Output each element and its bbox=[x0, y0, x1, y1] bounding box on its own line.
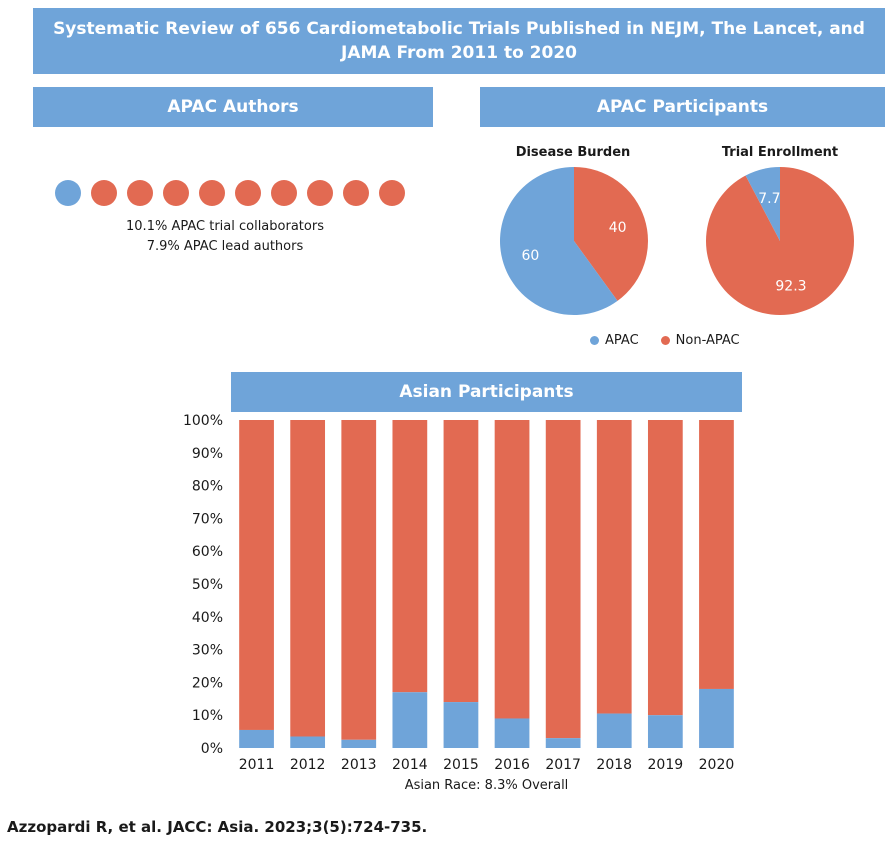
trial-enrollment-pie: 92.3 7.7 bbox=[706, 167, 854, 315]
x-axis-footer: Asian Race: 8.3% Overall bbox=[405, 778, 569, 793]
bar-asian bbox=[699, 688, 734, 748]
bar-non-asian bbox=[647, 420, 683, 716]
y-tick-label: 0% bbox=[201, 741, 223, 757]
non-apac-author-dot bbox=[91, 180, 117, 206]
x-tick-label: 2017 bbox=[545, 757, 581, 773]
bar-non-asian bbox=[239, 420, 274, 730]
bar-asian bbox=[494, 718, 530, 748]
y-tick-label: 90% bbox=[192, 446, 223, 462]
pie-slice-non-apac bbox=[574, 167, 648, 301]
x-tick-label: 2014 bbox=[392, 757, 428, 773]
bar-asian bbox=[290, 736, 326, 748]
lead-authors-text: 7.9% APAC lead authors bbox=[146, 239, 304, 254]
bar-non-asian bbox=[290, 420, 326, 737]
bar-non-asian bbox=[494, 420, 530, 719]
pie-legend: APAC Non-APAC bbox=[590, 333, 740, 348]
non-apac-author-dot bbox=[379, 180, 405, 206]
pie-label-non-apac: 92.3 bbox=[775, 279, 806, 295]
bar-non-asian bbox=[341, 420, 377, 740]
x-tick-label: 2018 bbox=[596, 757, 632, 773]
non-apac-author-dot bbox=[127, 180, 153, 206]
bar-non-asian bbox=[545, 420, 581, 739]
x-tick-label: 2016 bbox=[494, 757, 530, 773]
non-apac-author-dot bbox=[199, 180, 225, 206]
y-tick-label: 80% bbox=[192, 479, 223, 495]
x-tick-label: 2012 bbox=[290, 757, 326, 773]
title-line-2: JAMA From 2011 to 2020 bbox=[341, 43, 577, 63]
x-tick-label: 2013 bbox=[341, 757, 377, 773]
pie-slice-apac bbox=[500, 167, 618, 315]
citation: Azzopardi R, et al. JACC: Asia. 2023;3(5… bbox=[7, 818, 428, 836]
asian-participants-banner: Asian Participants bbox=[231, 372, 742, 412]
non-apac-author-dot bbox=[343, 180, 369, 206]
pie-title-trial-enrollment: Trial Enrollment bbox=[721, 145, 839, 160]
bar-non-asian bbox=[443, 420, 479, 703]
bar-asian bbox=[545, 738, 581, 748]
non-apac-author-dot bbox=[307, 180, 333, 206]
bar-non-asian bbox=[699, 420, 734, 689]
x-tick-label: 2019 bbox=[648, 757, 684, 773]
y-tick-label: 70% bbox=[192, 511, 223, 527]
legend-apac-swatch bbox=[590, 336, 599, 345]
non-apac-author-dot bbox=[271, 180, 297, 206]
y-tick-label: 60% bbox=[192, 544, 223, 560]
y-tick-label: 10% bbox=[192, 708, 223, 724]
title-banner: Systematic Review of 656 Cardiometabolic… bbox=[33, 8, 885, 74]
pie-title-disease-burden: Disease Burden bbox=[515, 145, 631, 160]
y-tick-label: 40% bbox=[192, 610, 223, 626]
legend-apac-label: APAC bbox=[605, 333, 639, 348]
pie-label-apac: 7.7 bbox=[758, 191, 780, 207]
pie-label-apac: 60 bbox=[521, 248, 539, 264]
bar-non-asian bbox=[392, 420, 428, 693]
legend-non-apac-label: Non-APAC bbox=[675, 333, 740, 348]
bar-asian bbox=[647, 715, 683, 748]
apac-author-dot bbox=[55, 180, 81, 206]
authors-banner: APAC Authors bbox=[33, 87, 433, 127]
asian-participants-bar-chart: 0% 10% 20% 30% 40% 50% 60% 70% 80% 90% 100% 2011 201… bbox=[183, 413, 735, 793]
x-tick-label: 2020 bbox=[699, 757, 735, 773]
disease-burden-pie: 40 60 bbox=[500, 167, 648, 315]
bar-asian bbox=[392, 692, 428, 748]
y-tick-label: 50% bbox=[192, 577, 223, 593]
bar-asian bbox=[596, 713, 632, 748]
participants-banner: APAC Participants bbox=[480, 87, 885, 127]
bar-non-asian bbox=[596, 420, 632, 714]
author-dots bbox=[55, 180, 405, 206]
bar-asian bbox=[239, 729, 274, 748]
bar-asian bbox=[443, 702, 479, 748]
collaborators-text: 10.1% APAC trial collaborators bbox=[126, 219, 324, 234]
y-tick-label: 100% bbox=[183, 413, 223, 429]
x-tick-label: 2011 bbox=[239, 757, 275, 773]
pie-label-non-apac: 40 bbox=[609, 220, 627, 236]
title-line-1: Systematic Review of 656 Cardiometabolic… bbox=[53, 19, 865, 39]
bar-asian bbox=[341, 739, 377, 748]
y-tick-label: 30% bbox=[192, 643, 223, 659]
x-tick-label: 2015 bbox=[443, 757, 479, 773]
legend-non-apac-swatch bbox=[660, 336, 670, 345]
y-tick-label: 20% bbox=[192, 675, 223, 691]
non-apac-author-dot bbox=[235, 180, 261, 206]
non-apac-author-dot bbox=[163, 180, 189, 206]
pie-slice-apac bbox=[745, 167, 780, 241]
